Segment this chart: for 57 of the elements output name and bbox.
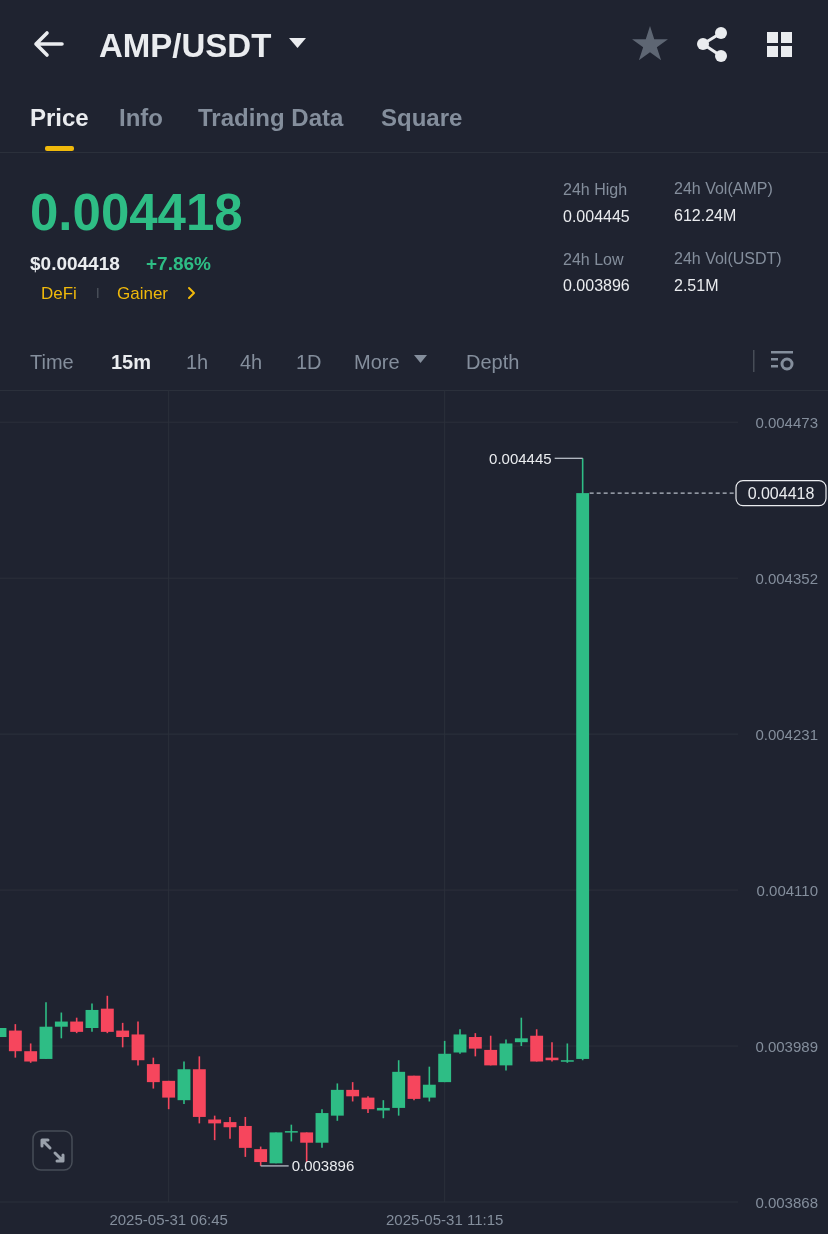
text: Time <box>30 351 74 373</box>
text: Gainer <box>117 283 169 303</box>
candlestick <box>85 1002 99 1033</box>
candlestick <box>484 1034 498 1067</box>
text: 15m <box>111 351 152 373</box>
text: 4h <box>240 351 263 373</box>
text: 1D <box>296 351 322 373</box>
text: Price <box>30 103 89 131</box>
candlestick <box>238 1116 252 1158</box>
candlestick <box>560 1042 574 1064</box>
annotation: 0.004445 <box>489 449 552 467</box>
text: 24h Vol(AMP) <box>674 179 773 197</box>
y-tick-label: 0.004110 <box>756 881 818 899</box>
text: Square <box>381 103 463 131</box>
candlestick <box>422 1065 436 1103</box>
candlestick <box>223 1116 237 1140</box>
candlestick <box>514 1016 528 1047</box>
candlestick <box>116 1022 130 1049</box>
candlestick <box>162 1080 176 1110</box>
chart-title: AMP/USDT <box>99 26 272 64</box>
text: 24h High <box>563 180 628 198</box>
y-tick-label: 0.004352 <box>755 569 818 587</box>
ref-line-label: 0.004418 <box>747 484 815 502</box>
text: 1h <box>186 351 209 373</box>
text: 0.004418 <box>30 183 243 241</box>
text: 612.24M <box>674 206 737 224</box>
text: 0.004445 <box>563 207 630 225</box>
candlestick <box>24 1042 38 1064</box>
text: Depth <box>466 351 520 373</box>
candlestick <box>146 1056 160 1090</box>
text: 24h Low <box>563 250 624 268</box>
annotation: 0.003896 <box>291 1157 355 1175</box>
x-tick-label: 2025-05-31 06:45 <box>109 1210 228 1228</box>
candlestick <box>499 1038 513 1072</box>
y-tick-label: 0.003868 <box>755 1193 818 1211</box>
candlestick <box>468 1032 482 1058</box>
x-tick-label: 2025-05-31 11:15 <box>386 1210 504 1228</box>
text: More <box>354 351 400 373</box>
text: $0.004418 <box>30 252 120 274</box>
y-tick-label: 0.003989 <box>755 1037 818 1055</box>
text: DeFi <box>41 283 77 303</box>
candlestick <box>300 1131 314 1163</box>
text: Info <box>119 103 163 131</box>
text: 0.003896 <box>563 276 630 294</box>
y-tick-label: 0.004231 <box>755 725 818 743</box>
candlestick <box>453 1028 467 1055</box>
candlestick <box>100 994 114 1034</box>
candlestick <box>8 1023 22 1059</box>
text: 2.51M <box>674 276 719 294</box>
candlestick <box>407 1074 421 1101</box>
y-tick-label: 0.004473 <box>755 413 818 431</box>
text: +7.86% <box>146 252 212 274</box>
candlestick <box>254 1145 268 1167</box>
candlestick <box>346 1081 360 1103</box>
candlestick <box>54 1011 68 1040</box>
text: 24h Vol(USDT) <box>674 249 782 267</box>
text: Trading Data <box>198 103 345 131</box>
